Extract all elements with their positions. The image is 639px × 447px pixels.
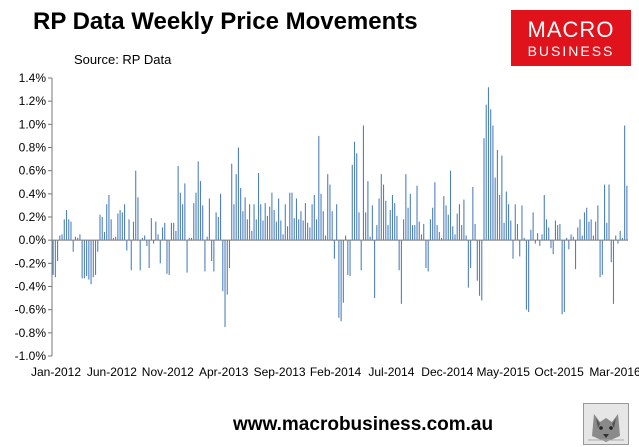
- y-tick-label: -0.2%: [15, 256, 47, 270]
- wolf-icon: [583, 403, 629, 445]
- x-tick-label: Oct-2015: [534, 365, 584, 379]
- page-title: RP Data Weekly Price Movements: [33, 8, 418, 35]
- x-tick-label: Nov-2012: [142, 365, 194, 379]
- y-tick-label: 0.2%: [19, 210, 47, 224]
- x-tick-label: Mar-2016: [589, 365, 639, 379]
- x-tick-label: Feb-2014: [310, 365, 362, 379]
- footer-url: www.macrobusiness.com.au: [233, 414, 494, 435]
- logo-line-business: BUSINESS: [527, 43, 615, 59]
- y-tick-label: 1.4%: [19, 71, 47, 85]
- x-tick-label: Jul-2014: [368, 365, 414, 379]
- logo-line-macro: MACRO: [527, 17, 615, 42]
- x-tick-label: Sep-2013: [254, 365, 306, 379]
- y-tick-label: -0.8%: [15, 326, 47, 340]
- y-tick-label: 0.6%: [19, 164, 47, 178]
- y-tick-label: -0.6%: [15, 303, 47, 317]
- y-tick-label: 1.0%: [19, 117, 47, 131]
- y-tick-label: -0.4%: [15, 280, 47, 294]
- y-tick-label: -1.0%: [15, 349, 47, 363]
- y-tick-label: 0.0%: [19, 233, 47, 247]
- y-tick-label: 0.4%: [19, 187, 47, 201]
- y-tick-label: 0.8%: [19, 141, 47, 155]
- x-tick-label: Jun-2012: [87, 365, 137, 379]
- macrobusiness-logo: MACRO BUSINESS: [511, 10, 631, 66]
- source-label: Source: RP Data: [74, 52, 172, 67]
- y-tick-label: 1.2%: [19, 94, 47, 108]
- x-tick-label: Dec-2014: [421, 365, 473, 379]
- x-tick-label: Jan-2012: [31, 365, 81, 379]
- x-tick-label: May-2015: [477, 365, 531, 379]
- x-tick-label: Apr-2013: [199, 365, 249, 379]
